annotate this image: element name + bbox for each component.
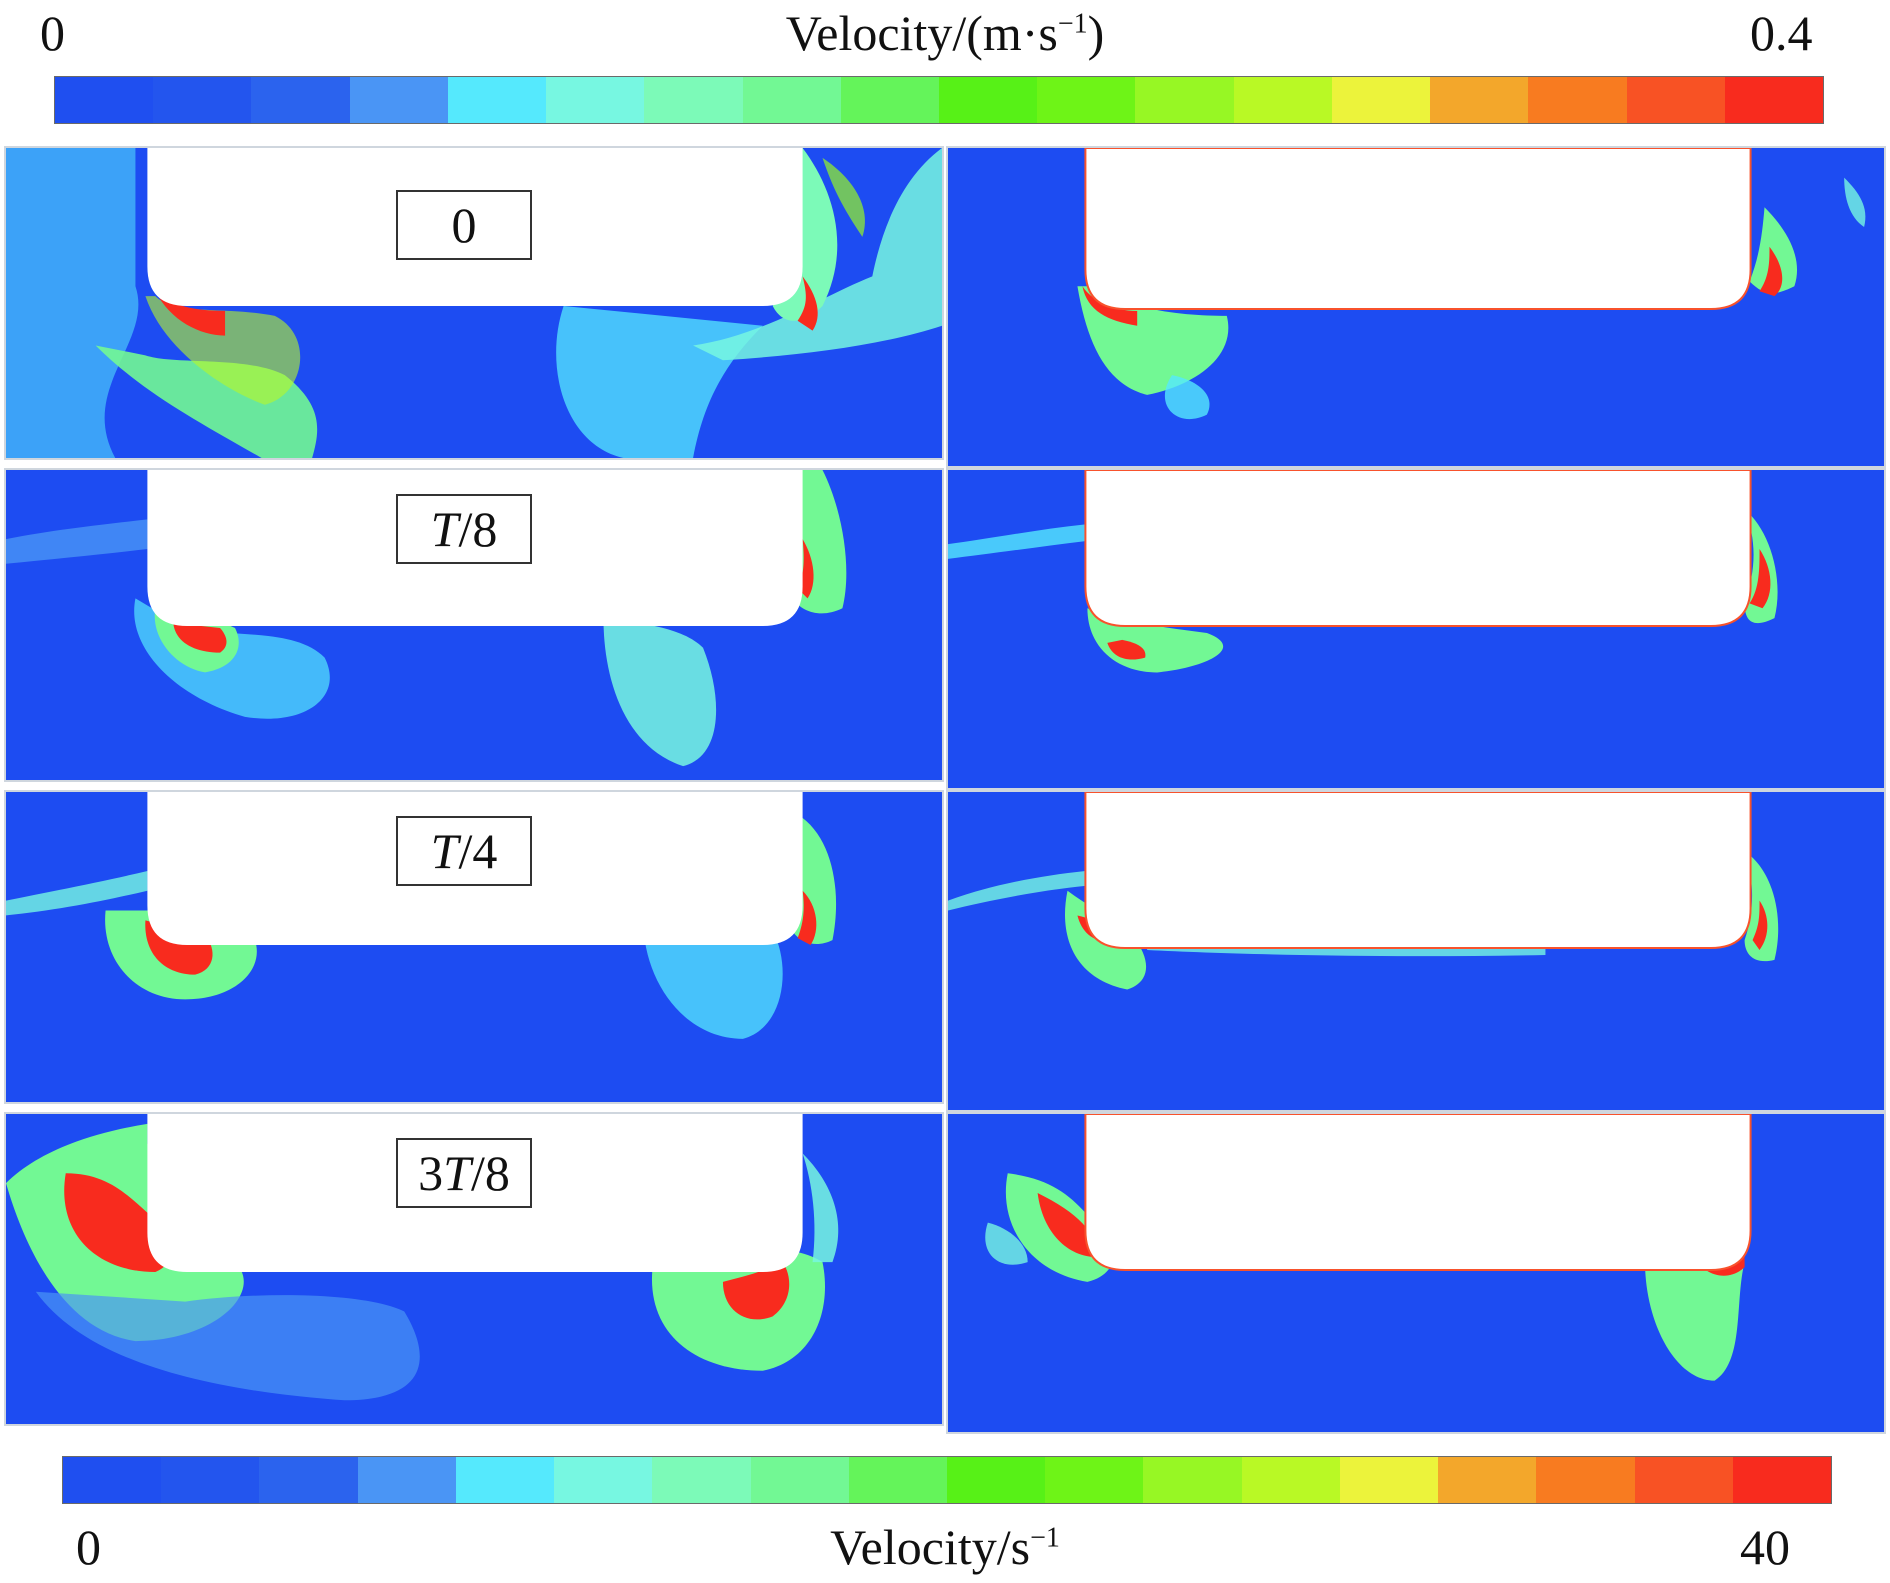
colorbar-swatch bbox=[1528, 77, 1627, 123]
colorbar-swatch bbox=[1339, 1457, 1439, 1503]
time-label-3t8-pre: 3 bbox=[418, 1145, 444, 1201]
top-colorbar-min-label: 0 bbox=[40, 5, 65, 61]
bottom-colorbar-min-label: 0 bbox=[76, 1519, 101, 1575]
time-label-3t8-post: /8 bbox=[470, 1145, 510, 1201]
colorbar-swatch bbox=[357, 1457, 456, 1503]
top-colorbar-title-sup: −1 bbox=[1057, 8, 1088, 40]
contour-vorticity-t4 bbox=[948, 792, 1884, 1110]
top-colorbar-title-main: Velocity/(m·s bbox=[785, 5, 1058, 61]
contour-velocity-3t8 bbox=[6, 1114, 942, 1424]
colorbar-swatch bbox=[63, 1457, 162, 1503]
time-label-t8-italic: T bbox=[430, 501, 459, 557]
colorbar-swatch bbox=[1732, 1457, 1831, 1503]
bottom-colorbar-title-sup: −1 bbox=[1030, 1522, 1060, 1554]
colorbar-swatch bbox=[848, 1457, 947, 1503]
panel-vorticity-t8 bbox=[946, 468, 1886, 790]
panel-vorticity-t4 bbox=[946, 790, 1886, 1112]
contour-vorticity-0 bbox=[948, 148, 1884, 466]
bottom-colorbar-title: Velocity/s−1 bbox=[830, 1522, 1060, 1572]
colorbar-swatch bbox=[1331, 77, 1431, 123]
bottom-colorbar-title-main: Velocity/s bbox=[830, 1519, 1031, 1575]
colorbar-swatch bbox=[946, 1457, 1046, 1503]
colorbar-swatch bbox=[251, 77, 350, 123]
colorbar-swatch bbox=[1037, 77, 1136, 123]
bottom-colorbar-max-label: 40 bbox=[1740, 1519, 1790, 1575]
colorbar-swatch bbox=[447, 77, 547, 123]
top-colorbar bbox=[54, 76, 1824, 124]
time-label-3t8: 3 T/8 bbox=[396, 1138, 532, 1208]
colorbar-swatch bbox=[1626, 77, 1725, 123]
colorbar-swatch bbox=[161, 1457, 260, 1503]
panel-velocity-3t8 bbox=[4, 1112, 944, 1426]
colorbar-swatch bbox=[742, 77, 841, 123]
contour-vorticity-t8 bbox=[948, 470, 1884, 788]
colorbar-swatch bbox=[938, 77, 1038, 123]
colorbar-swatch bbox=[1241, 1457, 1340, 1503]
time-label-t8-post: /8 bbox=[458, 501, 498, 557]
colorbar-swatch bbox=[153, 77, 252, 123]
colorbar-swatch bbox=[840, 77, 939, 123]
colorbar-swatch bbox=[1143, 1457, 1242, 1503]
top-colorbar-title: Velocity/(m·s−1) bbox=[786, 8, 1105, 58]
colorbar-swatch bbox=[1724, 77, 1823, 123]
bottom-colorbar bbox=[62, 1456, 1832, 1504]
colorbar-swatch bbox=[1634, 1457, 1733, 1503]
colorbar-swatch bbox=[1233, 77, 1332, 123]
panel-vorticity-0 bbox=[946, 146, 1886, 468]
time-label-3t8-italic: T bbox=[443, 1145, 471, 1201]
colorbar-swatch bbox=[1536, 1457, 1635, 1503]
colorbar-swatch bbox=[1135, 77, 1234, 123]
time-label-t4-italic: T bbox=[430, 823, 459, 879]
colorbar-swatch bbox=[750, 1457, 849, 1503]
top-colorbar-title-end: ) bbox=[1087, 5, 1105, 61]
colorbar-swatch bbox=[644, 77, 743, 123]
colorbar-swatch bbox=[1045, 1457, 1144, 1503]
colorbar-swatch bbox=[349, 77, 448, 123]
colorbar-swatch bbox=[554, 1457, 653, 1503]
colorbar-swatch bbox=[1438, 1457, 1537, 1503]
contour-vorticity-3t8 bbox=[948, 1114, 1884, 1432]
colorbar-swatch bbox=[546, 77, 645, 123]
time-label-t4-post: /4 bbox=[458, 823, 498, 879]
panel-vorticity-3t8 bbox=[946, 1112, 1886, 1434]
colorbar-swatch bbox=[55, 77, 154, 123]
top-colorbar-max-label: 0.4 bbox=[1750, 5, 1813, 61]
colorbar-swatch bbox=[259, 1457, 358, 1503]
colorbar-swatch bbox=[652, 1457, 751, 1503]
time-label-0: 0 bbox=[396, 190, 532, 260]
time-label-t4: T/4 bbox=[396, 816, 532, 886]
time-label-0-post: 0 bbox=[451, 197, 477, 253]
colorbar-swatch bbox=[1430, 77, 1529, 123]
time-label-t8: T/8 bbox=[396, 494, 532, 564]
colorbar-swatch bbox=[455, 1457, 555, 1503]
